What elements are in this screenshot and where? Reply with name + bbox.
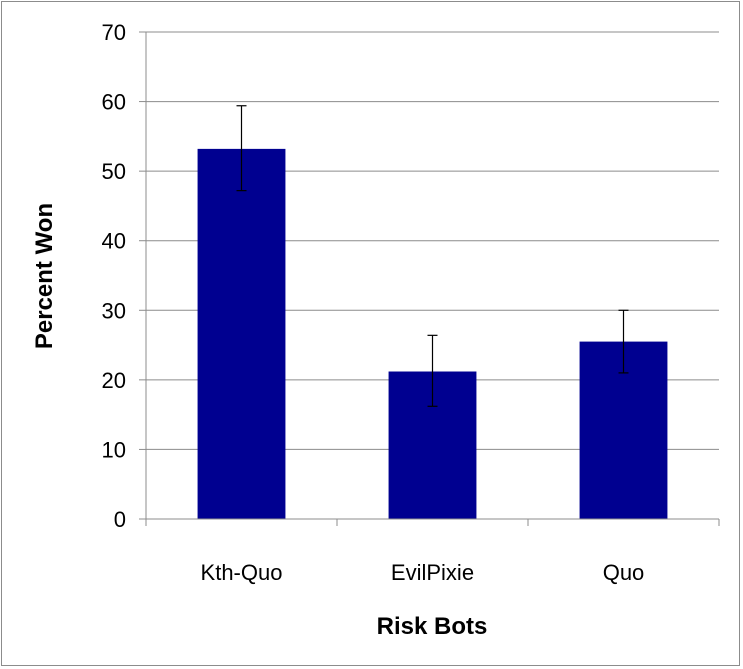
- y-tick-label: 40: [102, 229, 126, 254]
- y-tick-labels: 0 10 20 30 40 50 60 70: [102, 20, 126, 532]
- x-tick-label: EvilPixie: [391, 560, 474, 585]
- x-tick-label: Kth-Quo: [201, 560, 283, 585]
- y-tick-label: 10: [102, 437, 126, 462]
- axes: [139, 31, 720, 526]
- y-axis-title: Percent Won: [31, 203, 58, 349]
- bar-kth-quo: [197, 148, 286, 519]
- y-tick-label: 60: [102, 90, 126, 115]
- y-tick-label: 50: [102, 159, 126, 184]
- y-tick-label: 70: [102, 20, 126, 45]
- error-bars: [236, 105, 629, 407]
- y-tick-label: 0: [114, 507, 126, 532]
- y-tick-label: 30: [102, 298, 126, 323]
- y-tick-label: 20: [102, 368, 126, 393]
- x-axis-title: Risk Bots: [377, 613, 488, 640]
- x-tick-labels: Kth-Quo EvilPixie Quo: [201, 560, 645, 585]
- x-tick-label: Quo: [603, 560, 645, 585]
- bars: [197, 148, 668, 519]
